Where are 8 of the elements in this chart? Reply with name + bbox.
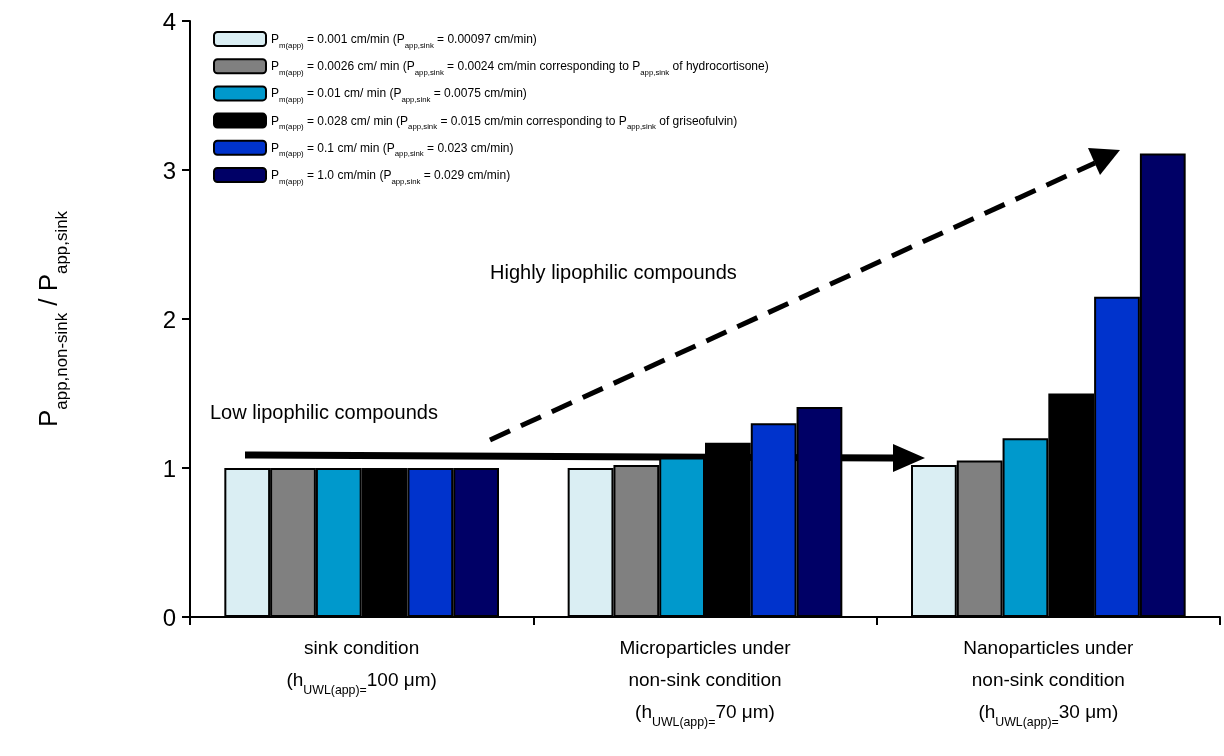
y-axis-title: Papp,non-sink / Papp,sink <box>32 210 71 427</box>
y-tick-label: 3 <box>162 156 176 184</box>
annotation: Low lipophilic compounds <box>210 401 438 423</box>
y-tick-label: 2 <box>162 305 176 333</box>
y-tick-label: 4 <box>162 7 176 35</box>
y-tick-label: 0 <box>162 603 176 631</box>
y-tick-label: 1 <box>162 454 176 482</box>
annotation: Highly lipophilic compounds <box>490 261 737 283</box>
